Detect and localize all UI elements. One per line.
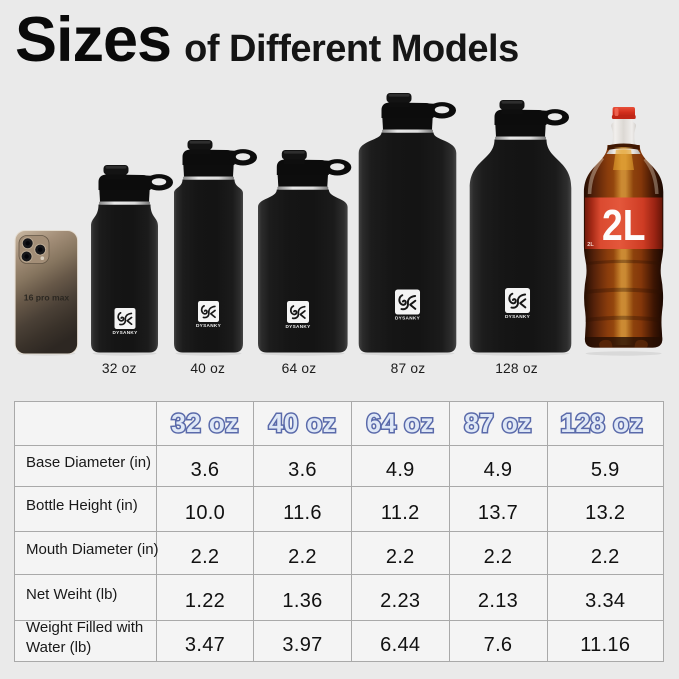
svg-text:2L: 2L xyxy=(602,201,646,250)
svg-text:DYSANKY: DYSANKY xyxy=(505,314,531,319)
svg-text:128 oz: 128 oz xyxy=(495,361,538,376)
svg-text:DYSANKY: DYSANKY xyxy=(395,316,421,321)
svg-text:2L: 2L xyxy=(587,242,594,248)
svg-text:DYSANKY: DYSANKY xyxy=(285,324,311,329)
svg-text:40 oz: 40 oz xyxy=(190,361,225,376)
svg-text:16 pro max: 16 pro max xyxy=(24,293,70,303)
svg-text:32 oz: 32 oz xyxy=(102,361,137,376)
svg-text:87 oz: 87 oz xyxy=(391,361,426,376)
svg-text:DYSANKY: DYSANKY xyxy=(112,330,138,335)
svg-text:64 oz: 64 oz xyxy=(282,361,317,376)
svg-text:DYSANKY: DYSANKY xyxy=(196,323,222,328)
